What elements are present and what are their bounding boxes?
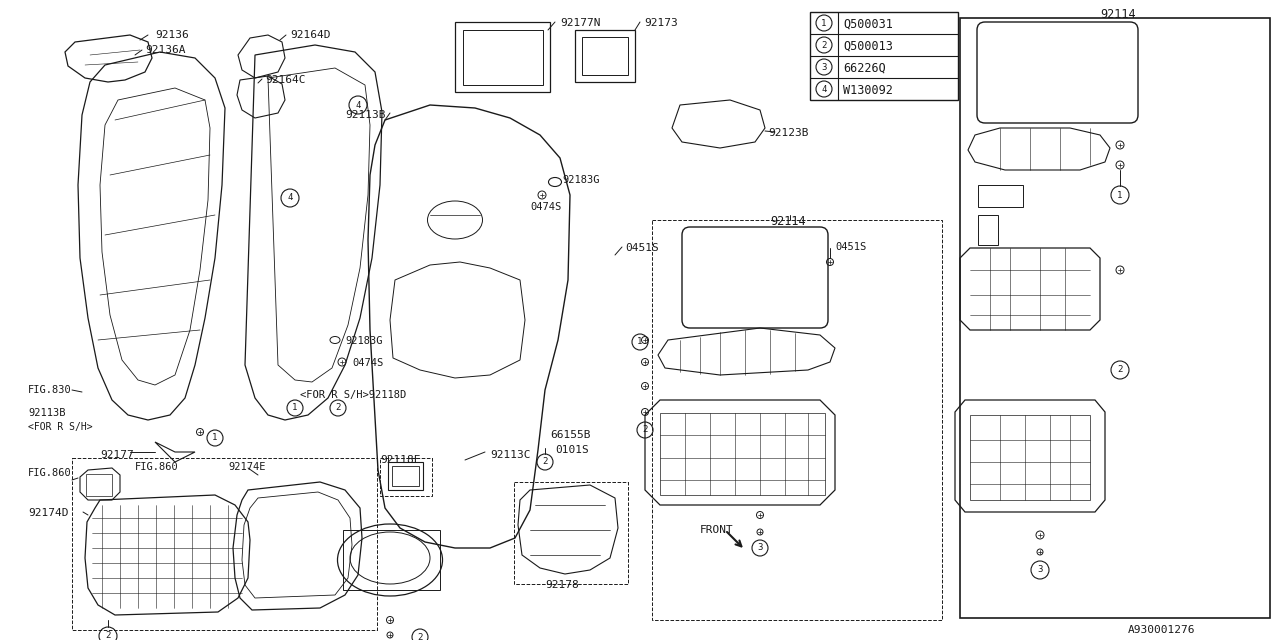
Text: 92177: 92177 — [100, 450, 133, 460]
Text: 3: 3 — [822, 63, 827, 72]
Text: FIG.860: FIG.860 — [134, 462, 179, 472]
Bar — [388, 462, 422, 490]
Text: 92177N: 92177N — [561, 18, 600, 28]
Bar — [970, 415, 1091, 500]
Bar — [582, 37, 628, 75]
Text: 92123B: 92123B — [768, 128, 809, 138]
Text: 4: 4 — [287, 193, 293, 202]
Text: 0101S: 0101S — [556, 445, 589, 455]
Text: <FOR R S/H>92118D: <FOR R S/H>92118D — [300, 390, 406, 400]
Text: FIG.830: FIG.830 — [28, 385, 72, 395]
Text: W130092: W130092 — [844, 84, 893, 97]
Bar — [72, 458, 378, 630]
Text: 92174E: 92174E — [228, 462, 265, 472]
Bar — [515, 482, 628, 584]
Text: 92113C: 92113C — [490, 450, 530, 460]
Text: A930001276: A930001276 — [1128, 625, 1196, 635]
Text: <FOR R S/H>: <FOR R S/H> — [28, 422, 92, 432]
Text: 66226Q: 66226Q — [844, 62, 886, 75]
Text: 92113B: 92113B — [346, 110, 385, 120]
Text: Q500013: Q500013 — [844, 40, 893, 53]
Text: 92164D: 92164D — [291, 30, 330, 40]
Bar — [960, 18, 1270, 618]
Text: 92183G: 92183G — [562, 175, 599, 185]
Text: 2: 2 — [105, 632, 110, 640]
Text: 2: 2 — [1117, 365, 1123, 374]
Text: 92164C: 92164C — [265, 75, 306, 85]
Bar — [978, 185, 1023, 207]
Text: 1: 1 — [637, 337, 643, 346]
Text: 4: 4 — [356, 100, 361, 109]
Text: FRONT: FRONT — [700, 525, 733, 535]
Bar — [86, 474, 113, 496]
Text: 92136: 92136 — [155, 30, 188, 40]
Bar — [810, 12, 957, 100]
Text: 2: 2 — [643, 426, 648, 435]
Text: 0474S: 0474S — [530, 202, 561, 212]
Text: 3: 3 — [758, 543, 763, 552]
Text: 92178: 92178 — [545, 580, 579, 590]
Bar — [652, 220, 942, 620]
Text: 66155B: 66155B — [550, 430, 590, 440]
Text: 2: 2 — [543, 458, 548, 467]
Text: 92183G: 92183G — [346, 336, 383, 346]
Text: 92114: 92114 — [1100, 8, 1135, 21]
Text: 92173: 92173 — [644, 18, 677, 28]
Text: 1: 1 — [822, 19, 827, 28]
Text: 1: 1 — [212, 433, 218, 442]
Text: FIG.860: FIG.860 — [28, 468, 72, 478]
Text: 2: 2 — [417, 632, 422, 640]
Text: 3: 3 — [1037, 566, 1043, 575]
Bar — [463, 30, 543, 85]
Text: 92136A: 92136A — [145, 45, 186, 55]
Text: 92118E: 92118E — [380, 455, 421, 465]
Bar — [978, 215, 998, 245]
Bar — [392, 466, 419, 486]
Text: 92174D: 92174D — [28, 508, 69, 518]
Text: 1: 1 — [1117, 191, 1123, 200]
Text: 0451S: 0451S — [835, 242, 867, 252]
Text: 4: 4 — [822, 84, 827, 93]
Text: 1: 1 — [292, 403, 298, 413]
Bar — [454, 22, 550, 92]
Text: 92114: 92114 — [771, 215, 805, 228]
Text: 0451S: 0451S — [625, 243, 659, 253]
Bar — [660, 413, 826, 495]
Bar — [575, 30, 635, 82]
Text: 2: 2 — [335, 403, 340, 413]
Text: 92113B: 92113B — [28, 408, 65, 418]
Bar — [343, 530, 440, 590]
Text: 0474S: 0474S — [352, 358, 383, 368]
Bar — [380, 458, 433, 496]
Text: Q500031: Q500031 — [844, 18, 893, 31]
Text: 2: 2 — [822, 40, 827, 49]
